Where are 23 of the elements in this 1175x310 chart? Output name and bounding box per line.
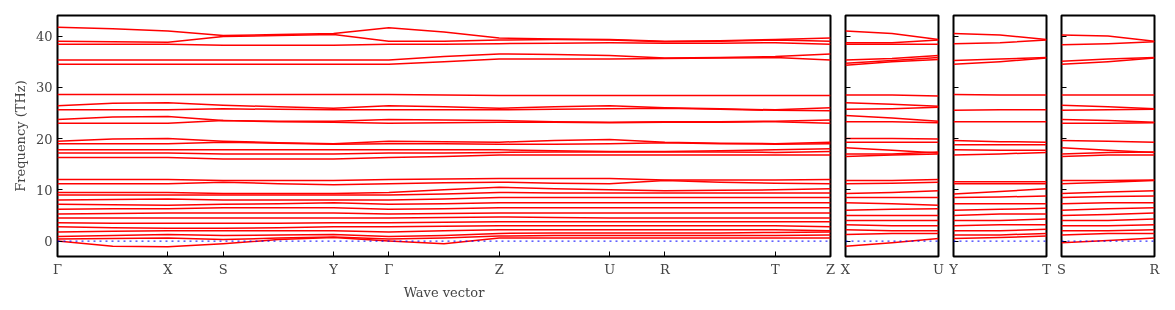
x-tick-label: S: [218, 261, 228, 277]
x-tick-label: U: [604, 261, 616, 277]
x-tick-label: Y: [948, 261, 959, 277]
x-tick-label: U: [933, 261, 945, 277]
x-axis-title: Wave vector: [403, 284, 486, 300]
x-tick-label: Z: [825, 261, 836, 277]
x-tick-label: T: [1042, 261, 1052, 277]
y-axis-title: Frequency (THz): [12, 80, 28, 192]
y-tick-label: 0: [44, 234, 53, 250]
x-tick-label: X: [163, 261, 174, 277]
x-tick-label: Z: [494, 261, 504, 277]
y-tick-label: 40: [35, 29, 53, 45]
y-tick-label: 20: [35, 131, 53, 147]
x-tick-label: R: [1149, 261, 1161, 277]
x-tick-label: S: [1057, 261, 1066, 277]
x-tick-label: T: [770, 261, 780, 277]
x-tick-label: Γ: [384, 261, 394, 277]
x-tick-label: X: [840, 261, 851, 277]
y-tick-label: 10: [35, 182, 53, 198]
x-tick-label: Y: [328, 261, 339, 277]
x-tick-label: Γ: [52, 261, 63, 277]
x-tick-label: R: [659, 261, 671, 277]
y-tick-label: 30: [35, 80, 53, 96]
